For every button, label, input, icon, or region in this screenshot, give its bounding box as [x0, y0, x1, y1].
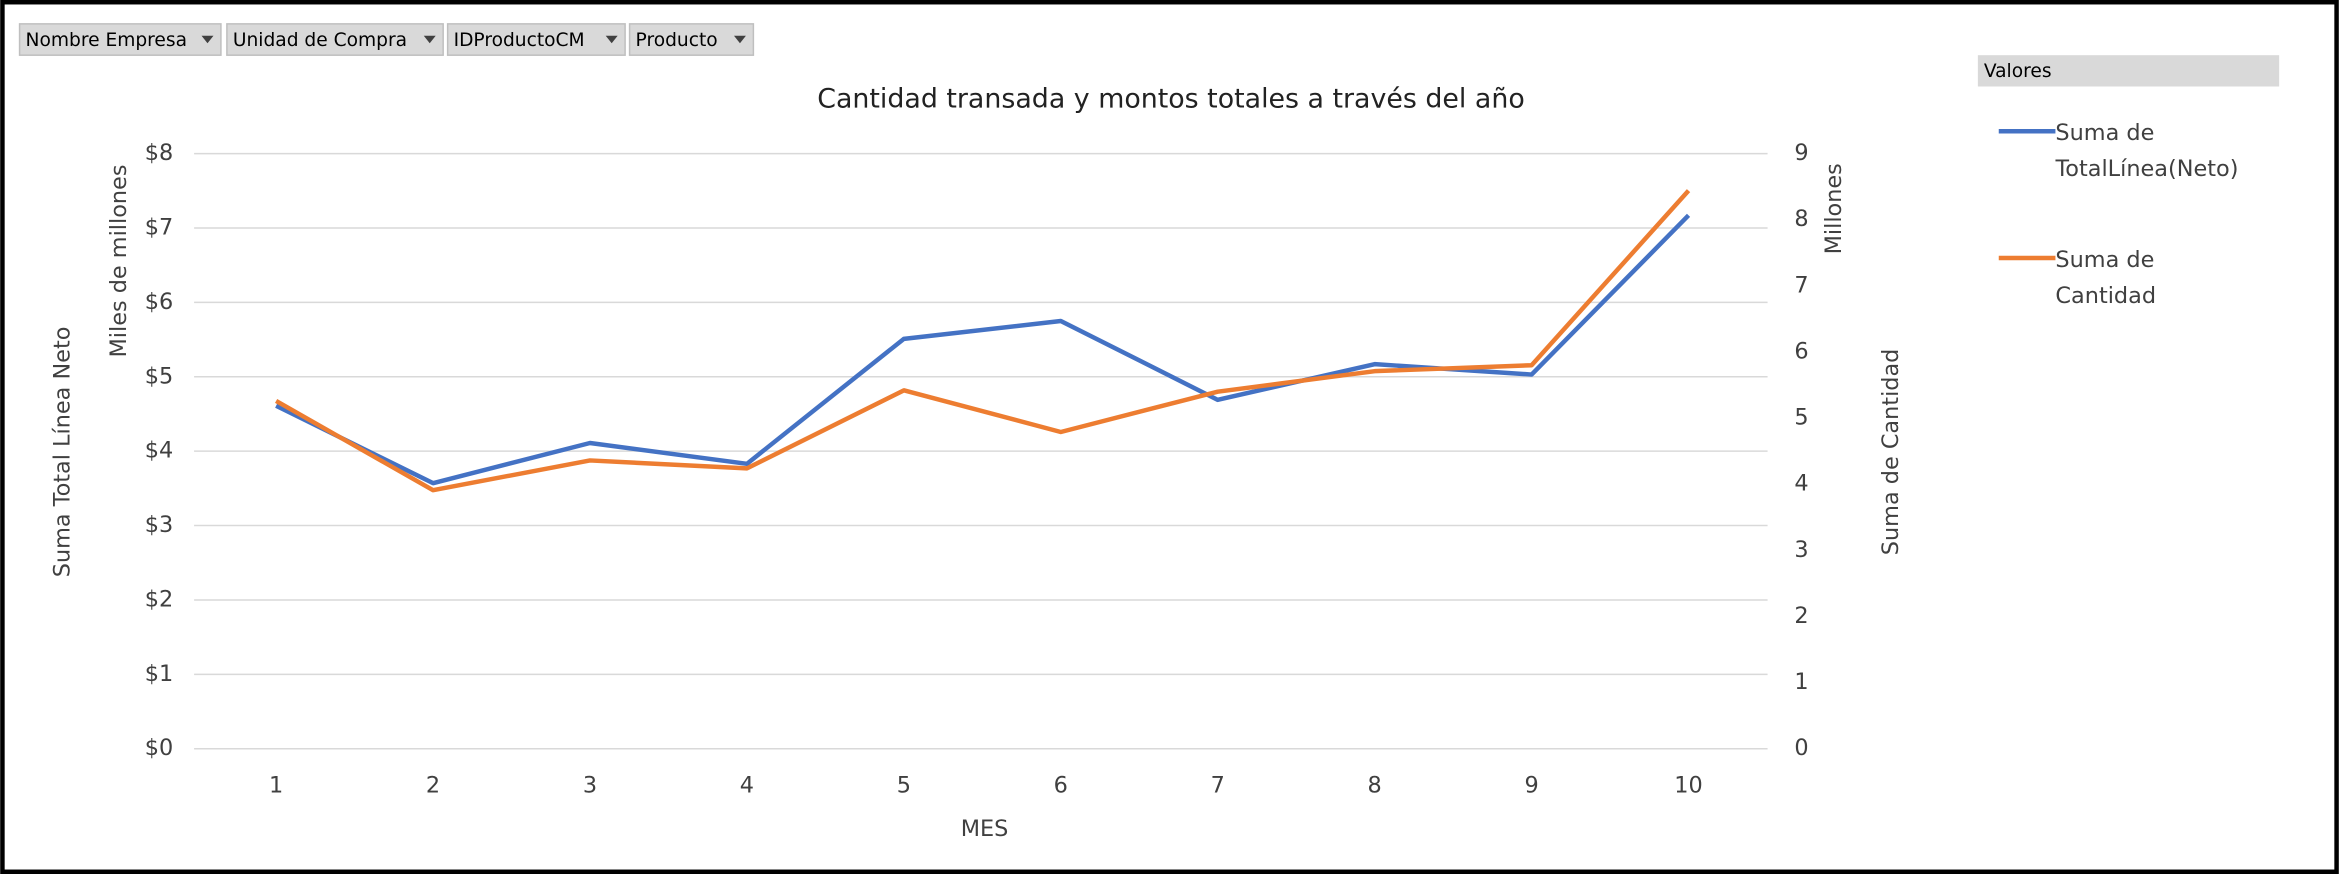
filter-button[interactable]: IDProductoCM — [446, 23, 626, 56]
legend-header — [1977, 55, 2280, 87]
y2-tick-label: 7 — [1794, 272, 1808, 298]
filter-label: IDProductoCM — [454, 30, 585, 51]
y2-unit-label: Millones — [1821, 163, 1847, 254]
filter-label: Unidad de Compra — [233, 30, 407, 51]
y2-tick-label: 0 — [1794, 735, 1808, 761]
y-tick-label: $3 — [145, 512, 173, 538]
filter-button[interactable]: Unidad de Compra — [226, 23, 444, 56]
y2-tick-label: 1 — [1794, 669, 1808, 695]
dropdown-arrow — [423, 35, 436, 44]
dropdown-arrow — [605, 35, 618, 44]
x-tick-label: 3 — [583, 773, 597, 799]
filter-label: Producto — [636, 30, 718, 51]
x-tick-label: 10 — [1674, 773, 1702, 799]
dropdown-arrow — [201, 35, 214, 44]
y-tick-label: $1 — [145, 661, 173, 687]
y2-tick-label: 5 — [1794, 405, 1808, 431]
filter-button-bg — [446, 23, 626, 56]
legend-item: Suma de TotalLínea(Neto) — [2055, 119, 2239, 182]
y-tick-label: $8 — [145, 140, 173, 166]
filter-button[interactable]: Nombre Empresa — [18, 23, 222, 56]
y2-tick-label: 8 — [1794, 206, 1808, 232]
y-tick-label: $5 — [145, 363, 173, 389]
y2-tick-label: 3 — [1794, 537, 1808, 563]
y2-tick-label: 4 — [1794, 471, 1808, 497]
legend-label: Suma de Cantidad — [2055, 246, 2157, 309]
filter-button[interactable]: Producto — [628, 23, 755, 56]
legend-title: Valores — [1984, 61, 2052, 82]
legend-item: Suma de Cantidad — [2055, 246, 2157, 309]
series-line — [275, 189, 1691, 493]
y2-tick-label: 9 — [1794, 140, 1808, 166]
y-tick-label: $6 — [145, 289, 173, 315]
x-tick-label: 4 — [740, 773, 754, 799]
x-tick-label: 7 — [1211, 773, 1225, 799]
y2-tick-label: 2 — [1794, 603, 1808, 629]
dropdown-arrow — [733, 35, 746, 44]
y-axis-label: Suma Total Línea Neto — [49, 327, 75, 578]
x-tick-label: 2 — [426, 773, 440, 799]
x-axis-label: MES — [961, 816, 1009, 842]
filter-button-bg — [628, 23, 755, 56]
x-tick-label: 9 — [1524, 773, 1538, 799]
filter-button-bg — [18, 23, 222, 56]
x-tick-label: 8 — [1368, 773, 1382, 799]
y-tick-label: $2 — [145, 586, 173, 612]
filter-label: Nombre Empresa — [26, 30, 187, 51]
y-unit-label: Miles de millones — [106, 165, 132, 358]
legend-label: Suma de TotalLínea(Neto) — [2055, 119, 2239, 182]
y2-tick-label: 6 — [1794, 338, 1808, 364]
y-tick-label: $0 — [145, 735, 173, 761]
filter-button-bg — [226, 23, 444, 56]
chart-title: Cantidad transada y montos totales a tra… — [817, 83, 1525, 114]
y2-axis-label: Suma de Cantidad — [1878, 349, 1904, 556]
y-tick-label: $7 — [145, 215, 173, 241]
y-tick-label: $4 — [145, 438, 173, 464]
x-tick-label: 1 — [269, 773, 283, 799]
x-tick-label: 5 — [897, 773, 911, 799]
x-tick-label: 6 — [1054, 773, 1068, 799]
